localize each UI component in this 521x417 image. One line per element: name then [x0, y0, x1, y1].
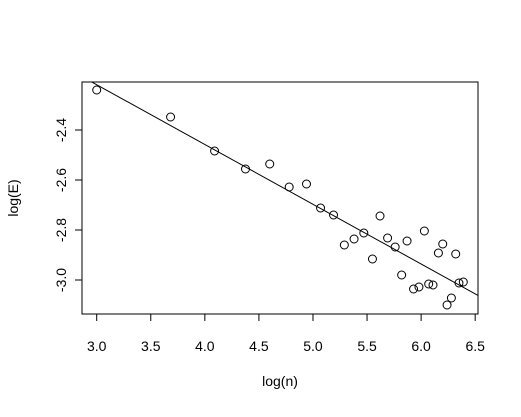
point: [397, 270, 407, 280]
point: [458, 277, 468, 287]
point: [301, 179, 311, 189]
point: [419, 226, 429, 236]
y-axis-label: log(E): [5, 179, 21, 216]
y-tick-label: -2.4: [53, 118, 69, 142]
point: [375, 211, 385, 221]
x-tick-label: 3.0: [87, 338, 107, 354]
point: [284, 182, 294, 192]
point: [166, 112, 176, 122]
point: [339, 240, 349, 250]
point: [390, 242, 400, 252]
plot-box: [81, 81, 479, 315]
point: [241, 164, 251, 174]
x-tick-label: 6.5: [465, 338, 485, 354]
point: [428, 280, 438, 290]
point: [367, 254, 377, 264]
x-tick-label: 5.5: [357, 338, 377, 354]
point: [359, 228, 369, 238]
x-tick-label: 3.5: [141, 338, 161, 354]
y-tick-label: -2.8: [53, 218, 69, 242]
y-tick-label: -2.6: [53, 168, 69, 192]
point: [210, 146, 220, 156]
point: [414, 282, 424, 292]
x-tick-label: 6.0: [411, 338, 431, 354]
y-tick-label: -3.0: [53, 268, 69, 292]
point: [316, 203, 326, 213]
x-tick-label: 4.0: [195, 338, 215, 354]
point: [383, 233, 393, 243]
point: [402, 236, 412, 246]
point: [349, 234, 359, 244]
point: [438, 239, 448, 249]
x-tick-label: 4.5: [249, 338, 269, 354]
x-tick-label: 5.0: [303, 338, 323, 354]
point: [454, 278, 464, 288]
point: [265, 159, 275, 169]
point: [433, 248, 443, 258]
point: [424, 279, 434, 289]
x-axis-label: log(n): [262, 373, 298, 389]
point: [446, 293, 456, 303]
point: [442, 300, 452, 310]
point: [409, 284, 419, 294]
point: [329, 210, 339, 220]
point: [451, 249, 461, 259]
fit-line: [90, 82, 478, 296]
point: [92, 85, 102, 95]
